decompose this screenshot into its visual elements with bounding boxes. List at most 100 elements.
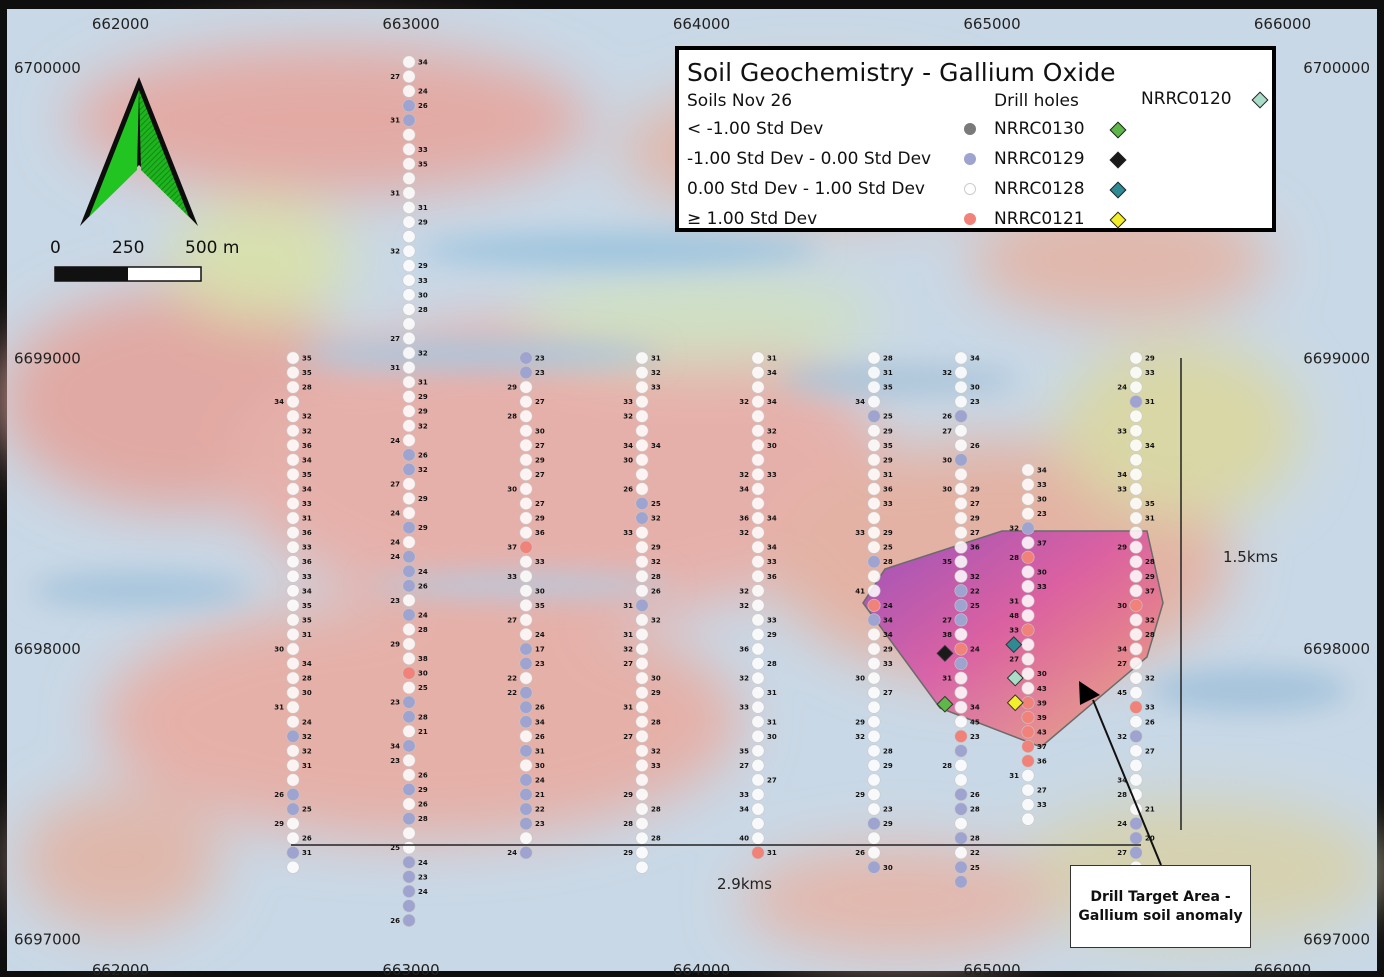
soil-sample-point[interactable] [635,758,649,772]
soil-sample-point[interactable] [286,584,300,598]
soil-sample-point[interactable] [402,317,416,331]
soil-sample-point[interactable] [402,419,416,433]
soil-sample-point[interactable] [635,380,649,394]
soil-sample-point[interactable] [402,259,416,273]
soil-sample-point[interactable] [954,802,968,816]
soil-sample-point[interactable] [635,642,649,656]
soil-sample-point[interactable] [751,846,765,860]
soil-sample-point[interactable] [402,404,416,418]
soil-sample-point[interactable] [402,230,416,244]
soil-sample-point[interactable] [1021,478,1035,492]
soil-sample-point[interactable] [1021,623,1035,637]
drill-hole-marker[interactable] [936,644,954,662]
soil-sample-point[interactable] [1129,424,1143,438]
soil-sample-point[interactable] [1129,453,1143,467]
soil-sample-point[interactable] [954,657,968,671]
soil-sample-point[interactable] [402,244,416,258]
soil-sample-point[interactable] [1129,671,1143,685]
soil-sample-point[interactable] [635,424,649,438]
soil-sample-point[interactable] [954,773,968,787]
soil-sample-point[interactable] [954,453,968,467]
soil-sample-point[interactable] [286,380,300,394]
soil-sample-point[interactable] [519,467,533,481]
soil-sample-point[interactable] [402,870,416,884]
soil-sample-point[interactable] [635,627,649,641]
soil-sample-point[interactable] [867,846,881,860]
soil-sample-point[interactable] [751,758,765,772]
soil-sample-point[interactable] [954,569,968,583]
soil-sample-point[interactable] [751,467,765,481]
soil-sample-point[interactable] [635,613,649,627]
soil-sample-point[interactable] [286,715,300,729]
soil-sample-point[interactable] [867,831,881,845]
soil-sample-point[interactable] [402,768,416,782]
soil-sample-point[interactable] [286,569,300,583]
soil-sample-point[interactable] [751,395,765,409]
soil-sample-point[interactable] [286,395,300,409]
drill-hole-marker[interactable] [1006,694,1024,712]
soil-sample-point[interactable] [954,744,968,758]
soil-sample-point[interactable] [402,826,416,840]
soil-sample-point[interactable] [519,613,533,627]
soil-sample-point[interactable] [286,758,300,772]
soil-sample-point[interactable] [954,860,968,874]
soil-sample-point[interactable] [402,521,416,535]
soil-sample-point[interactable] [1021,463,1035,477]
soil-sample-point[interactable] [1129,773,1143,787]
soil-sample-point[interactable] [954,729,968,743]
soil-sample-point[interactable] [1129,729,1143,743]
soil-sample-point[interactable] [954,366,968,380]
soil-sample-point[interactable] [402,55,416,69]
soil-sample-point[interactable] [1021,565,1035,579]
soil-sample-point[interactable] [519,409,533,423]
soil-sample-point[interactable] [954,846,968,860]
soil-sample-point[interactable] [1021,754,1035,768]
soil-sample-point[interactable] [1021,536,1035,550]
soil-sample-point[interactable] [867,758,881,772]
soil-sample-point[interactable] [402,99,416,113]
soil-sample-point[interactable] [519,729,533,743]
soil-sample-point[interactable] [402,462,416,476]
soil-sample-point[interactable] [1021,521,1035,535]
soil-sample-point[interactable] [867,380,881,394]
soil-sample-point[interactable] [954,758,968,772]
soil-sample-point[interactable] [402,681,416,695]
soil-sample-point[interactable] [751,482,765,496]
soil-sample-point[interactable] [519,453,533,467]
soil-sample-point[interactable] [402,666,416,680]
soil-sample-point[interactable] [1129,584,1143,598]
soil-sample-point[interactable] [286,802,300,816]
soil-sample-point[interactable] [519,351,533,365]
soil-sample-point[interactable] [867,627,881,641]
soil-sample-point[interactable] [402,375,416,389]
soil-sample-point[interactable] [954,875,968,889]
soil-sample-point[interactable] [402,579,416,593]
soil-sample-point[interactable] [954,467,968,481]
soil-sample-point[interactable] [519,657,533,671]
soil-sample-point[interactable] [1129,657,1143,671]
soil-sample-point[interactable] [635,729,649,743]
soil-sample-point[interactable] [402,739,416,753]
soil-sample-point[interactable] [751,598,765,612]
soil-sample-point[interactable] [519,627,533,641]
soil-sample-point[interactable] [1129,569,1143,583]
soil-sample-point[interactable] [1129,366,1143,380]
soil-sample-point[interactable] [1129,846,1143,860]
soil-sample-point[interactable] [867,700,881,714]
soil-sample-point[interactable] [1129,613,1143,627]
soil-sample-point[interactable] [751,380,765,394]
soil-sample-point[interactable] [954,482,968,496]
soil-sample-point[interactable] [751,817,765,831]
soil-sample-point[interactable] [519,511,533,525]
soil-sample-point[interactable] [519,671,533,685]
soil-sample-point[interactable] [751,511,765,525]
soil-sample-point[interactable] [867,817,881,831]
soil-sample-point[interactable] [402,491,416,505]
soil-sample-point[interactable] [867,526,881,540]
soil-sample-point[interactable] [286,613,300,627]
soil-sample-point[interactable] [1129,511,1143,525]
soil-sample-point[interactable] [1129,526,1143,540]
soil-sample-point[interactable] [519,773,533,787]
soil-sample-point[interactable] [751,540,765,554]
soil-sample-point[interactable] [751,715,765,729]
